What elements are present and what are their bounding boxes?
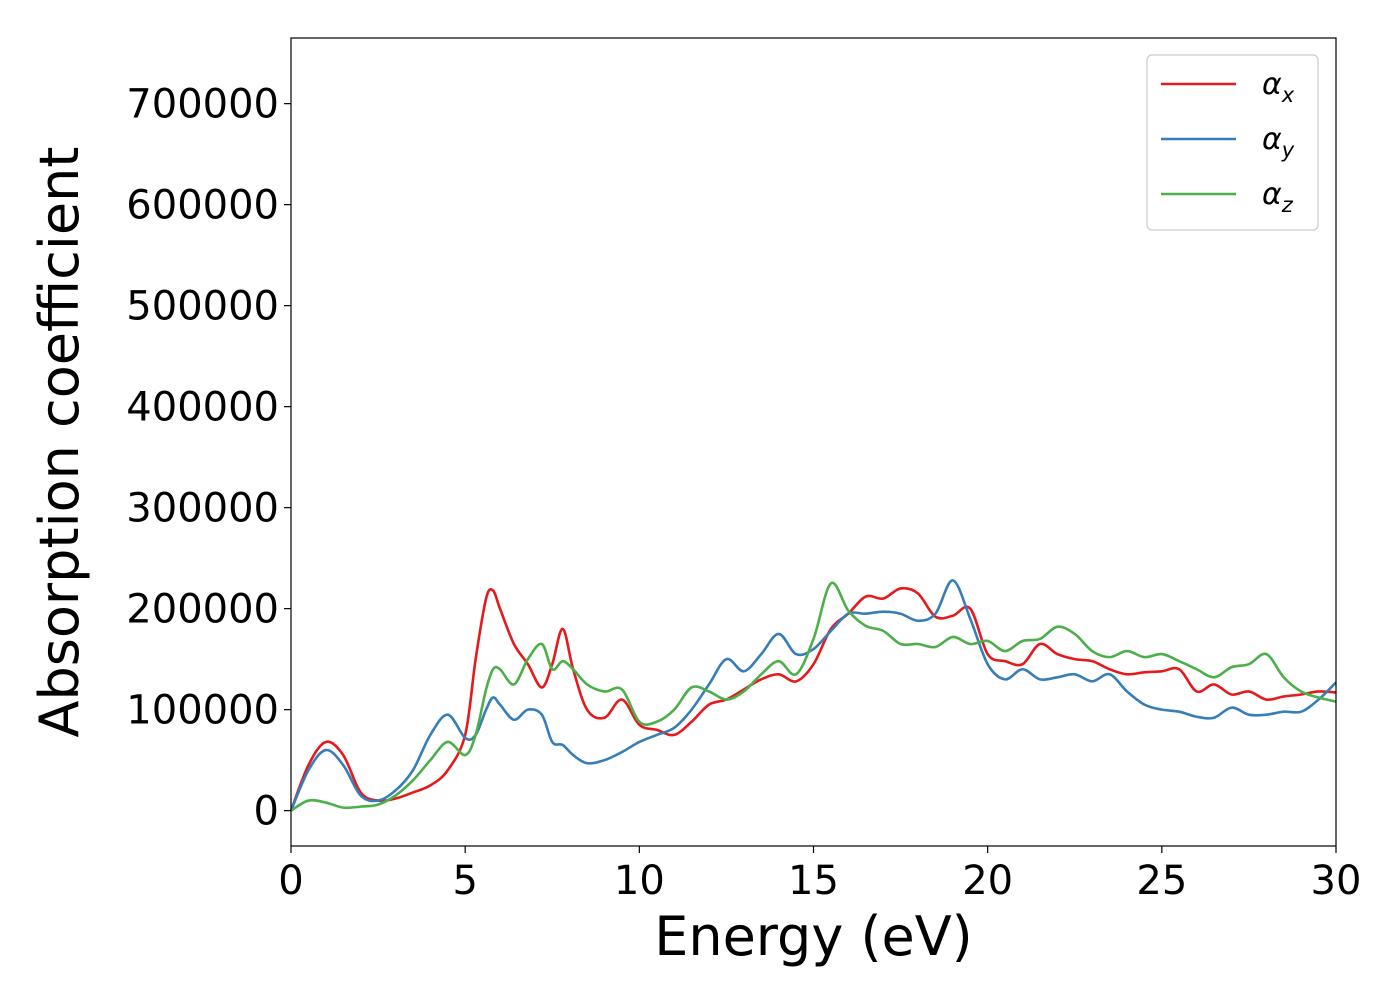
series-line-z	[290, 581, 1337, 812]
x-axis: 0 5 10 15 20 25 30	[278, 846, 1361, 904]
legend-label-z: αz	[1262, 177, 1294, 217]
y-tick-label: 400000	[126, 385, 279, 431]
y-tick-label: 300000	[126, 486, 279, 532]
x-tick-label: 0	[278, 858, 303, 904]
x-tick-label: 15	[788, 858, 839, 904]
y-tick-label: 0	[254, 789, 279, 835]
x-tick-label: 10	[614, 858, 665, 904]
y-tick-label: 600000	[126, 183, 279, 229]
x-axis-title: Energy (eV)	[654, 905, 973, 968]
y-axis-title: Absorption coefficient	[28, 147, 91, 738]
y-tick-label: 100000	[126, 688, 279, 734]
legend: αx αy αz	[1146, 54, 1319, 231]
y-tick-label: 700000	[126, 82, 279, 128]
x-tick-label: 30	[1311, 858, 1362, 904]
series-line-x	[289, 586, 1337, 812]
series-line-y	[289, 579, 1337, 812]
x-tick-label: 20	[962, 858, 1013, 904]
legend-box	[1146, 54, 1319, 231]
y-axis: 0 100000 200000 300000 400000 500000 600000 700…	[126, 82, 291, 835]
x-tick-label: 25	[1136, 858, 1187, 904]
x-tick-label: 5	[452, 858, 477, 904]
legend-label-x: αx	[1262, 67, 1295, 107]
y-tick-label: 200000	[126, 587, 279, 633]
legend-label-y: αy	[1262, 122, 1295, 162]
series-layer	[289, 579, 1337, 812]
y-tick-label: 500000	[126, 284, 279, 330]
